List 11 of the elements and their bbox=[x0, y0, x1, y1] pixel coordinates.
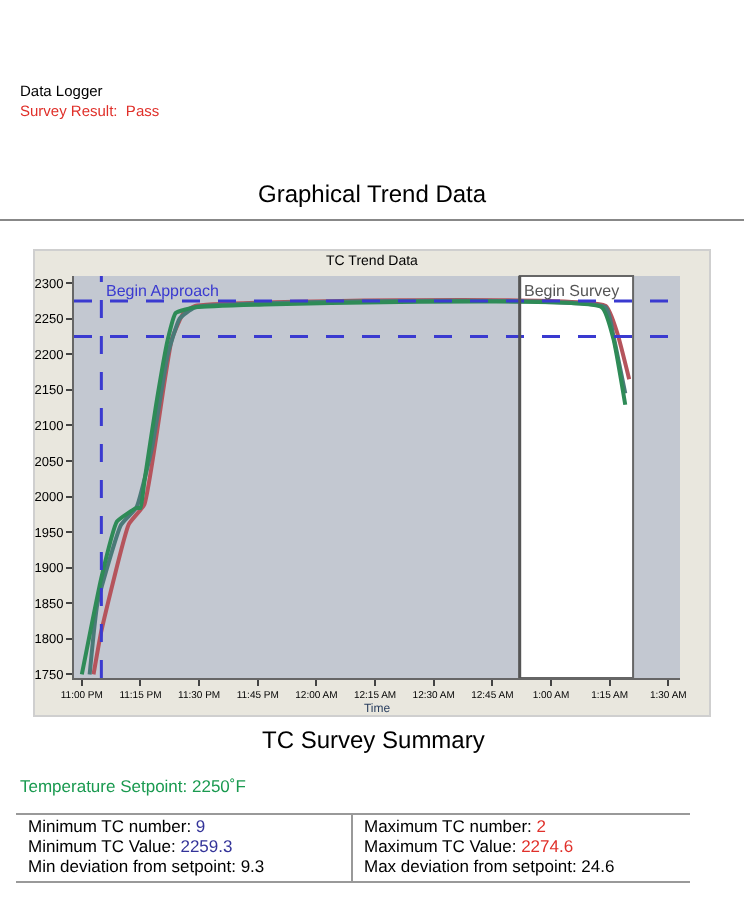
text: Maximum TC Value: 2274.6 bbox=[364, 836, 574, 856]
ref-line-label: Begin Approach bbox=[106, 282, 219, 300]
text: Min deviation from setpoint: 9.3 bbox=[28, 856, 265, 876]
text: Maximum TC number: 2 bbox=[364, 816, 547, 836]
text: Minimum TC number: 9 bbox=[28, 816, 206, 836]
text: Graphical Trend Data bbox=[258, 180, 487, 208]
text: Max deviation from setpoint: 24.6 bbox=[364, 856, 615, 876]
text: TC Survey Summary bbox=[262, 726, 485, 754]
text: Temperature Setpoint: 2250˚F bbox=[20, 776, 246, 796]
ref-line-label: Begin Survey bbox=[524, 282, 620, 300]
text: Minimum TC Value: 2259.3 bbox=[28, 836, 233, 856]
